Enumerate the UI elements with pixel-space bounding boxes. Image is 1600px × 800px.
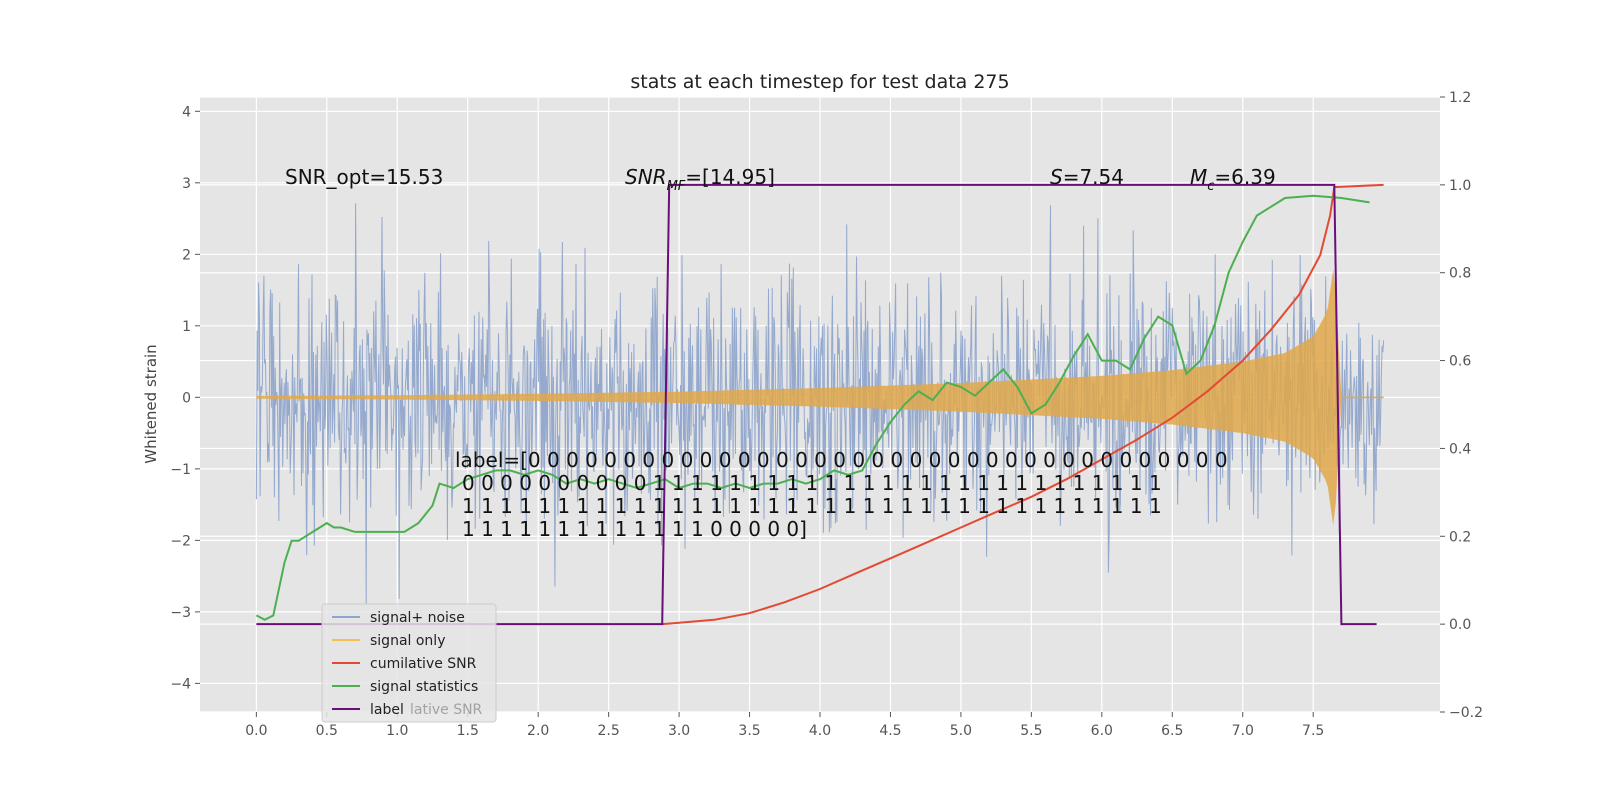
y-tick-label: 0 (182, 390, 191, 406)
legend-label-cumilative-snr: cumilative SNR (370, 656, 477, 672)
legend: lative SNR signal+ noise signal only cum… (321, 603, 497, 723)
right-axis-series (255, 183, 1384, 626)
annotation-s-symbol: S (1050, 165, 1063, 189)
y-right-tick-label: 1.2 (1449, 90, 1471, 106)
legend-box (321, 603, 497, 723)
legend-label-signal-noise: signal+ noise (370, 610, 465, 626)
y-axis-right-ticks: −0.2 0.0 0.2 0.4 0.6 0.8 1.0 1.2 (1440, 90, 1483, 721)
label-line-1: label=[0 0 0 0 0 0 0 0 0 0 0 0 0 0 0 0 0… (455, 448, 1228, 472)
x-tick-label: 4.5 (879, 723, 901, 739)
label-line-3: 1 1 1 1 1 1 1 1 1 1 1 1 1 1 1 1 1 1 1 1 … (462, 494, 1162, 518)
y-tick-label: −1 (170, 462, 191, 478)
y-tick-label: −2 (170, 533, 191, 549)
annotation-mc-symbol: M (1190, 165, 1207, 189)
legend-label-signal-only: signal only (370, 633, 445, 649)
x-tick-label: 2.0 (527, 723, 549, 739)
y-tick-label: 3 (182, 176, 191, 192)
x-tick-label: 5.0 (950, 723, 972, 739)
x-tick-label: 1.5 (457, 723, 479, 739)
signal-only-series (256, 269, 1384, 526)
signal-only-envelope (256, 269, 1342, 526)
y-tick-label: −4 (170, 676, 191, 692)
annotation-mc-subscript: c (1207, 179, 1214, 194)
y-tick-label: 2 (182, 247, 191, 263)
x-tick-label: 7.5 (1302, 723, 1324, 739)
x-tick-label: 1.0 (386, 723, 408, 739)
series-label (256, 183, 1377, 626)
chart-title: stats at each timestep for test data 275 (630, 71, 1009, 93)
y-right-tick-label: 0.4 (1449, 441, 1471, 457)
y-axis-left-ticks: −4 −3 −2 −1 0 1 2 3 4 (170, 104, 200, 692)
x-tick-label: 3.0 (668, 723, 690, 739)
annotation-snr-mf-subscript: MF (667, 179, 686, 194)
annotation-snr-opt: SNR_opt=15.53 (285, 165, 443, 189)
annotation-s-value: =7.54 (1063, 165, 1124, 189)
annotation-mc: Mc=6.39 (1190, 165, 1276, 194)
legend-label-signal-statistics: signal statistics (370, 679, 478, 695)
x-tick-label: 7.0 (1232, 723, 1254, 739)
series-signal-statistics (255, 194, 1370, 621)
x-tick-label: 6.0 (1091, 723, 1113, 739)
y-right-tick-label: 0.0 (1449, 617, 1471, 633)
label-line-4: 1 1 1 1 1 1 1 1 1 1 1 1 1 0 0 0 0 0] (462, 517, 807, 541)
annotation-s: S=7.54 (1050, 165, 1124, 189)
x-tick-label: 6.5 (1161, 723, 1183, 739)
x-tick-label: 3.5 (738, 723, 760, 739)
y-tick-label: 4 (182, 104, 191, 120)
x-tick-label: 5.5 (1020, 723, 1042, 739)
x-tick-label: 0.0 (245, 723, 267, 739)
x-tick-label: 2.5 (598, 723, 620, 739)
x-axis-ticks: 0.0 0.5 1.0 1.5 2.0 2.5 3.0 3.5 4.0 4.5 5.0 5.5 6.0 6… (245, 712, 1324, 739)
annotation-snr-mf: SNRMF=[14.95] (625, 165, 775, 194)
y-tick-label: −3 (170, 605, 191, 621)
y-right-tick-label: 1.0 (1449, 178, 1471, 194)
y-tick-label: 1 (182, 319, 191, 335)
legend-overlap-text: lative SNR (410, 702, 483, 718)
x-tick-label: 0.5 (316, 723, 338, 739)
annotation-snr-mf-value: =[14.95] (685, 165, 775, 189)
annotation-mc-value: =6.39 (1214, 165, 1275, 189)
y-axis-label: Whitened strain (142, 344, 160, 463)
series-cumilative-snr (662, 183, 1384, 626)
legend-label-label: label (370, 702, 404, 718)
y-right-tick-label: 0.2 (1449, 529, 1471, 545)
x-tick-label: 4.0 (809, 723, 831, 739)
y-right-tick-label: 0.6 (1449, 354, 1471, 370)
label-line-2: 0 0 0 0 0 0 0 0 0 0 1 1 1 1 1 1 1 1 1 1 … (462, 471, 1162, 495)
annotation-snr-mf-symbol: SNR (625, 165, 667, 189)
y-right-tick-label: 0.8 (1449, 266, 1471, 282)
y-right-tick-label: −0.2 (1449, 705, 1483, 721)
